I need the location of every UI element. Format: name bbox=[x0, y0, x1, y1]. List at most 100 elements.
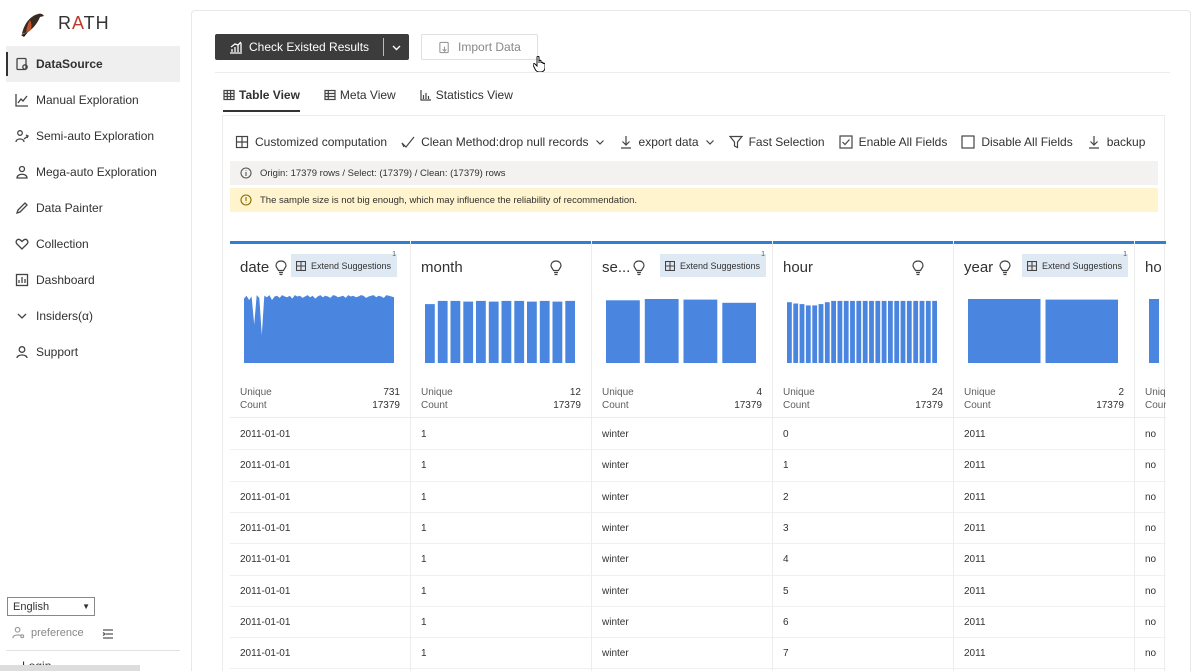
table-cell[interactable]: 4 bbox=[783, 554, 789, 566]
row-divider bbox=[954, 668, 1134, 670]
sidebar-item-collection[interactable]: Collection bbox=[6, 226, 180, 262]
lightbulb-icon[interactable] bbox=[911, 260, 925, 276]
row-divider bbox=[230, 480, 410, 482]
row-divider bbox=[592, 511, 772, 513]
divider bbox=[230, 417, 410, 418]
tab-statistics-view[interactable]: Statistics View bbox=[420, 81, 513, 109]
table-cell[interactable]: 0 bbox=[783, 429, 789, 440]
table-cell[interactable]: 1 bbox=[421, 522, 427, 534]
backup-button[interactable]: backup bbox=[1087, 135, 1145, 149]
export-data-dropdown[interactable]: export data bbox=[619, 135, 715, 149]
collapse-sidebar-button[interactable] bbox=[102, 627, 114, 645]
disable-all-fields-checkbox[interactable]: Disable All Fields bbox=[961, 135, 1073, 149]
table-cell[interactable]: 1 bbox=[421, 554, 427, 566]
sidebar-item-datasource[interactable]: DataSource bbox=[6, 46, 180, 82]
customized-computation-button[interactable]: Customized computation bbox=[235, 135, 387, 149]
language-select[interactable]: English ▼ bbox=[7, 597, 95, 616]
bar-mark bbox=[722, 302, 757, 363]
table-cell[interactable]: no bbox=[1145, 585, 1157, 597]
preference-button[interactable]: preference bbox=[12, 626, 84, 639]
table-cell[interactable]: 2011-01-01 bbox=[240, 585, 291, 597]
table-cell[interactable]: 2011 bbox=[964, 648, 986, 660]
table-cell[interactable]: no bbox=[1145, 522, 1157, 534]
table-cell[interactable]: 2011 bbox=[964, 585, 986, 597]
column-title[interactable]: year bbox=[964, 259, 994, 276]
table-cell[interactable]: 2 bbox=[783, 491, 789, 503]
table-cell[interactable]: 2011-01-01 bbox=[240, 460, 291, 472]
table-cell[interactable]: 1 bbox=[783, 460, 789, 472]
column-title[interactable]: se... bbox=[602, 259, 631, 276]
divider bbox=[411, 417, 591, 418]
check-existed-results-button[interactable]: Check Existed Results bbox=[215, 34, 383, 60]
column-title[interactable]: month bbox=[421, 259, 463, 276]
extend-suggestions-button[interactable]: Extend Suggestions 1 bbox=[291, 251, 398, 277]
table-cell[interactable]: no bbox=[1145, 648, 1157, 660]
table-cell[interactable]: 5 bbox=[783, 585, 789, 597]
suggestion-count-badge: 1 bbox=[1123, 251, 1128, 258]
sidebar-item-manual-exploration[interactable]: Manual Exploration bbox=[6, 82, 180, 118]
sidebar-item-insiders[interactable]: Insiders(α) bbox=[6, 298, 180, 334]
lightbulb-icon[interactable] bbox=[998, 260, 1012, 276]
tab-table-view[interactable]: Table View bbox=[223, 81, 300, 112]
clean-method-dropdown[interactable]: Clean Method:drop null records bbox=[401, 135, 604, 149]
table-cell[interactable]: 1 bbox=[421, 648, 427, 660]
extend-suggestions-button[interactable]: Extend Suggestions 1 bbox=[1022, 251, 1129, 277]
stat-label: Count bbox=[240, 400, 267, 411]
table-cell[interactable]: 1 bbox=[421, 460, 427, 472]
sidebar-item-semi-auto-exploration[interactable]: Semi-auto Exploration bbox=[6, 118, 180, 154]
enable-all-fields-checkbox[interactable]: Enable All Fields bbox=[839, 135, 947, 149]
table-cell[interactable]: 1 bbox=[421, 429, 427, 440]
table-cell[interactable]: no bbox=[1145, 460, 1157, 472]
tab-meta-view[interactable]: Meta View bbox=[324, 81, 396, 109]
table-cell[interactable]: 2011 bbox=[964, 522, 986, 534]
table-cell[interactable]: 2011 bbox=[964, 460, 986, 472]
table-cell[interactable]: 2011-01-01 bbox=[240, 429, 291, 440]
extend-suggestions-button[interactable]: Extend Suggestions 1 bbox=[660, 251, 767, 277]
table-cell[interactable]: 2011-01-01 bbox=[240, 522, 291, 534]
column-title[interactable]: ho bbox=[1145, 259, 1162, 276]
sidebar-item-mega-auto-exploration[interactable]: Mega-auto Exploration bbox=[6, 154, 180, 190]
column-title[interactable]: hour bbox=[783, 259, 814, 276]
table-cell[interactable]: winter bbox=[602, 648, 629, 660]
table-cell[interactable]: winter bbox=[602, 616, 629, 628]
column-title[interactable]: date bbox=[240, 259, 270, 276]
table-cell[interactable]: 1 bbox=[421, 491, 427, 503]
sidebar-item-data-painter[interactable]: Data Painter bbox=[6, 190, 180, 226]
table-cell[interactable]: no bbox=[1145, 491, 1157, 503]
table-cell[interactable]: no bbox=[1145, 616, 1157, 628]
logo[interactable]: RATH bbox=[18, 8, 110, 38]
table-cell[interactable]: no bbox=[1145, 429, 1157, 440]
sidebar-item-support[interactable]: Support bbox=[6, 334, 180, 370]
table-cell[interactable]: 2011 bbox=[964, 554, 986, 566]
table-cell[interactable]: 1 bbox=[421, 616, 427, 628]
table-cell[interactable]: winter bbox=[602, 460, 629, 472]
table-cell[interactable]: 1 bbox=[421, 585, 427, 597]
table-cell[interactable]: winter bbox=[602, 554, 629, 566]
table-cell[interactable]: 2011 bbox=[964, 616, 986, 628]
table-cell[interactable]: 2011-01-01 bbox=[240, 616, 291, 628]
toolbar-label: Customized computation bbox=[255, 135, 388, 149]
table-cell[interactable]: 2011-01-01 bbox=[240, 554, 291, 566]
table-cell[interactable]: 7 bbox=[783, 648, 789, 660]
fast-selection-button[interactable]: Fast Selection bbox=[728, 135, 825, 149]
table-cell[interactable]: 2011-01-01 bbox=[240, 491, 291, 503]
sidebar-item-dashboard[interactable]: Dashboard bbox=[6, 262, 180, 298]
table-cell[interactable]: 3 bbox=[783, 522, 789, 534]
lightbulb-icon[interactable] bbox=[274, 260, 288, 276]
table-cell[interactable]: winter bbox=[602, 585, 629, 597]
info-icon bbox=[240, 167, 252, 179]
table-cell[interactable]: winter bbox=[602, 522, 629, 534]
table-cell[interactable]: 2011 bbox=[964, 491, 986, 503]
table-cell[interactable]: 6 bbox=[783, 616, 789, 628]
toolbar-label: Clean Method:drop null records bbox=[421, 135, 589, 149]
import-data-button[interactable]: Import Data bbox=[421, 34, 538, 60]
check-results-dropdown-button[interactable] bbox=[384, 34, 409, 60]
table-cell[interactable]: winter bbox=[602, 429, 629, 440]
table-cell[interactable]: no bbox=[1145, 554, 1157, 566]
lightbulb-icon[interactable] bbox=[632, 260, 646, 276]
column-accent-line bbox=[411, 241, 591, 244]
table-cell[interactable]: 2011 bbox=[964, 429, 986, 440]
table-cell[interactable]: winter bbox=[602, 491, 629, 503]
table-cell[interactable]: 2011-01-01 bbox=[240, 648, 291, 660]
lightbulb-icon[interactable] bbox=[549, 260, 563, 276]
